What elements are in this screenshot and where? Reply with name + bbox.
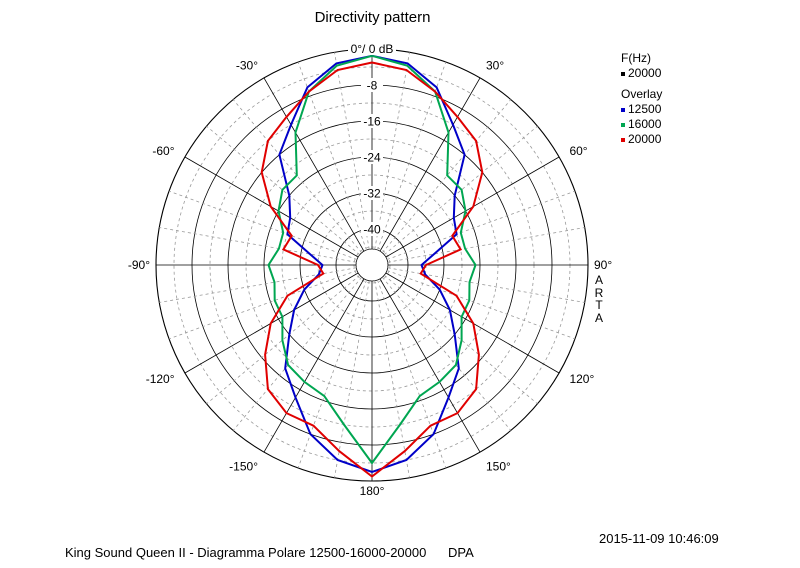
radial-tick-bg xyxy=(361,114,383,128)
grid-spoke-minor xyxy=(297,61,367,251)
radial-tick-label: -16 xyxy=(363,115,381,129)
legend-swatch-12500 xyxy=(621,107,625,112)
radial-tick-bg xyxy=(361,78,383,92)
angle-label: 120° xyxy=(569,372,594,386)
grid-center-circle xyxy=(355,248,389,282)
legend-item-12500: 12500 xyxy=(621,102,662,117)
series-line-20000 xyxy=(260,61,484,478)
series-line-12500 xyxy=(278,54,466,474)
angle-label: 60° xyxy=(569,144,587,158)
grid-spoke-major xyxy=(379,77,481,252)
timestamp: 2015-11-09 10:46:09 xyxy=(599,531,719,546)
footer-caption: King Sound Queen II - Diagramma Polare 1… xyxy=(65,545,474,560)
radial-tick-bg xyxy=(361,222,383,236)
grid-spoke-minor xyxy=(381,276,512,431)
angle-label: -30° xyxy=(236,59,258,73)
legend-main-label: 20000 xyxy=(628,66,662,80)
grid-spoke-minor xyxy=(334,280,370,478)
grid-spoke-minor xyxy=(374,280,410,478)
legend-swatch-20000 xyxy=(621,137,625,142)
angle-label: 0°/ 0 dB xyxy=(351,42,394,56)
legend-item-16000: 16000 xyxy=(621,117,662,132)
grid-spoke-minor xyxy=(386,190,576,260)
grid-spoke-major xyxy=(263,278,365,453)
legend-label-12500: 12500 xyxy=(628,102,662,116)
grid-spoke-major xyxy=(263,77,365,252)
angle-label: 150° xyxy=(486,459,511,473)
radial-tick-label: -8 xyxy=(367,79,378,93)
angle-label: -120° xyxy=(146,372,175,386)
radial-tick-label: -32 xyxy=(363,187,381,201)
legend-item-20000: 20000 xyxy=(621,132,662,147)
radial-tick-bg xyxy=(361,150,383,164)
angle-label: 180° xyxy=(360,484,385,498)
grid-spoke-major xyxy=(379,278,481,453)
angle-label: -90° xyxy=(128,258,150,272)
legend: F(Hz) 20000 Overlay 12500 16000 20000 xyxy=(621,51,662,147)
grid-spoke-minor xyxy=(168,270,358,340)
angle-label: -150° xyxy=(229,459,258,473)
top-label-bg xyxy=(348,41,396,55)
legend-main-swatch xyxy=(621,71,625,76)
legend-header: F(Hz) xyxy=(621,51,651,65)
legend-label-16000: 16000 xyxy=(628,117,662,131)
radial-tick-label: -24 xyxy=(363,151,381,165)
radial-tick-bg xyxy=(361,186,383,200)
grid-spoke-minor xyxy=(387,227,585,263)
angle-label: 30° xyxy=(486,59,504,73)
series-line-16000 xyxy=(267,54,477,465)
angle-label: 90° xyxy=(594,258,612,272)
angle-label: -60° xyxy=(152,144,174,158)
legend-swatch-16000 xyxy=(621,122,625,127)
radial-tick-label: -40 xyxy=(363,223,381,237)
polar-labels: -8 -16 -24 -32 -40 0°/ 0 dB 30° 60° 90° 120° 150° 1… xyxy=(128,41,612,498)
legend-main-item: 20000 xyxy=(621,66,662,81)
grid-spoke-minor xyxy=(159,267,357,303)
grid-spoke-minor xyxy=(387,267,585,303)
series-layer xyxy=(260,54,484,478)
chart-title: Directivity pattern xyxy=(314,9,431,26)
grid-spoke-minor xyxy=(159,227,357,263)
grid-spoke-minor xyxy=(232,276,363,431)
legend-overlay-header: Overlay xyxy=(621,87,663,101)
legend-label-20000: 20000 xyxy=(628,132,662,146)
